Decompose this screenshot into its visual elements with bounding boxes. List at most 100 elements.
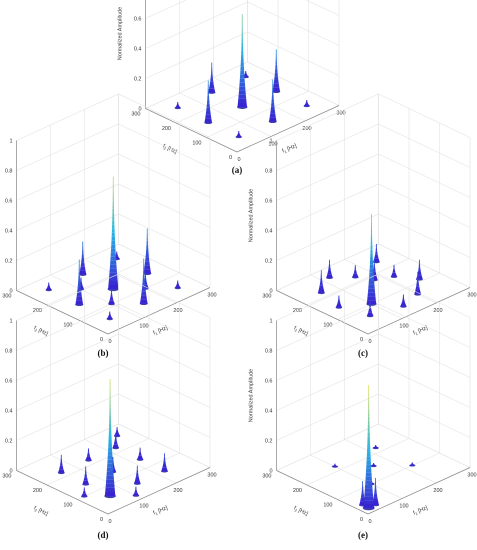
peak-segment xyxy=(353,269,357,274)
peak-segment xyxy=(365,472,372,477)
peaks xyxy=(57,379,168,499)
peak-segment xyxy=(368,400,370,405)
peak-segment xyxy=(145,248,149,254)
peak-segment xyxy=(368,412,370,417)
peak-spike xyxy=(208,62,216,94)
peak-segment xyxy=(318,285,324,290)
peak-spike xyxy=(106,311,113,321)
peak-segment xyxy=(78,263,80,268)
peak-segment xyxy=(84,470,87,474)
z-tick-label: 0.6 xyxy=(265,379,273,385)
peak-segment xyxy=(144,265,151,270)
peak-segment xyxy=(109,264,117,269)
peak-segment xyxy=(136,465,138,470)
peak-segment xyxy=(272,87,280,92)
peak-segment xyxy=(109,383,111,388)
peak-segment xyxy=(146,240,149,245)
peak-segment xyxy=(210,77,214,82)
peak-segment xyxy=(108,431,112,436)
f1-tick-label: 100 xyxy=(268,142,277,148)
peak-segment xyxy=(142,278,146,284)
peak-spike xyxy=(335,295,343,309)
peak-segment xyxy=(305,102,309,104)
peak-segment xyxy=(109,403,111,408)
surface-plot-b: 00.20.40.60.8101002003000100200300Normal… xyxy=(2,93,217,358)
peak-segment xyxy=(365,476,372,481)
peak-segment xyxy=(115,254,119,257)
peak-spike xyxy=(204,80,213,125)
z-tick-label: 1 xyxy=(269,319,272,325)
peak-segment xyxy=(370,233,373,238)
peak-spike xyxy=(82,466,90,486)
peak-segment xyxy=(372,501,379,505)
panel-caption: (d) xyxy=(98,530,109,540)
peak-segment xyxy=(108,439,112,444)
floor-grid-line xyxy=(77,452,180,500)
peak-segment xyxy=(146,232,148,237)
f2-axis-label: f2[Hz] xyxy=(292,505,309,518)
f1-tick-label: 0 xyxy=(368,339,371,345)
f1-tick-label: 0 xyxy=(108,339,111,345)
peak-segment xyxy=(368,280,375,285)
peak-segment xyxy=(143,269,152,274)
f1-subscript: 1 xyxy=(155,511,160,517)
peak-segment xyxy=(109,311,111,314)
floor-grid-line xyxy=(50,454,143,499)
f1-tick-label: 0 xyxy=(108,519,111,525)
peak-segment xyxy=(48,282,50,285)
f1-tick-label: 0 xyxy=(237,157,240,163)
z-tick-label: 0 xyxy=(138,107,141,113)
peak-segment xyxy=(273,83,280,88)
f2-tick-label: 100 xyxy=(323,503,332,509)
peak-spike xyxy=(133,465,141,485)
z-axis-label: Normalized Amplitude xyxy=(249,369,255,423)
peak-segment xyxy=(240,70,245,75)
peak-segment xyxy=(369,264,374,269)
f1-tick-label: 100 xyxy=(399,324,408,330)
peak-spike xyxy=(45,282,52,292)
f1-axis-label: f1[Hz] xyxy=(153,505,170,517)
peak-segment xyxy=(241,46,244,51)
peak-segment xyxy=(367,420,370,425)
peak-segment xyxy=(115,433,117,437)
peak-segment xyxy=(108,427,112,432)
peak-spike xyxy=(268,79,277,124)
peak-segment xyxy=(142,274,145,279)
f1-axis-label: f1[Hz] xyxy=(282,143,299,155)
f1-tick-label: 200 xyxy=(433,308,442,314)
f2-unit: [Hz] xyxy=(37,328,49,338)
f2-tick-label: 200 xyxy=(33,488,42,494)
peak-segment xyxy=(375,244,377,248)
f1-tick-label: 100 xyxy=(399,504,408,510)
peak-segment xyxy=(271,102,275,107)
peak-segment xyxy=(240,58,244,63)
peak-segment xyxy=(77,279,81,285)
peak-segment xyxy=(239,74,245,79)
f2-subscript: 2 xyxy=(34,327,39,333)
peak-segment xyxy=(136,455,144,460)
peak-segment xyxy=(326,274,333,278)
z-tick-label: 0.6 xyxy=(5,199,13,205)
peak-segment xyxy=(237,98,247,103)
peak-segment xyxy=(135,476,140,480)
f2-tick-label: 0 xyxy=(100,337,103,343)
peak-spike xyxy=(362,385,375,511)
peak-segment xyxy=(415,286,421,291)
peak-segment xyxy=(83,487,85,491)
peak-segment xyxy=(109,415,111,420)
peak-segment xyxy=(240,62,244,67)
floor-grid-line xyxy=(344,439,437,484)
f2-axis-label: f2[Hz] xyxy=(32,325,49,338)
f1-tick-label: 200 xyxy=(173,308,182,314)
peak-segment xyxy=(368,388,370,393)
f1-tick-label: 300 xyxy=(207,473,216,479)
floor-grid-line xyxy=(306,438,410,486)
peak-segment xyxy=(108,314,112,317)
peak-segment xyxy=(416,283,420,287)
peak-segment xyxy=(368,408,370,413)
peak-segment xyxy=(335,303,343,308)
peak-segment xyxy=(78,259,80,264)
peaks xyxy=(331,385,416,511)
peak-segment xyxy=(366,300,377,304)
